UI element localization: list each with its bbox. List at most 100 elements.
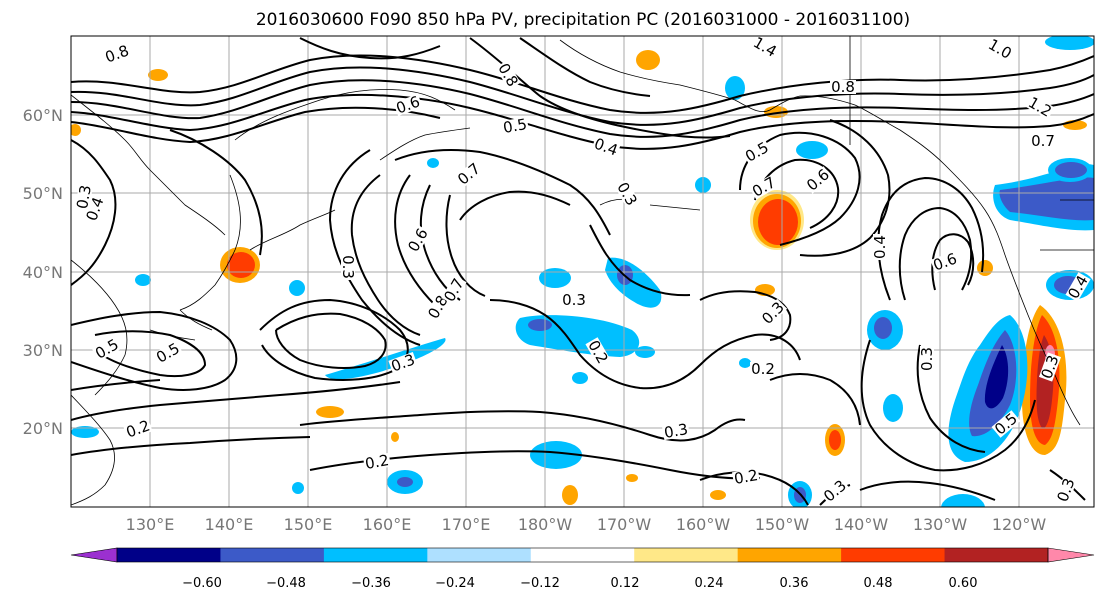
colorbar-tick-label: −0.60 — [182, 576, 222, 591]
contour-label: 0.4 — [871, 235, 889, 259]
contour-label-bg — [102, 42, 132, 66]
contour-label-bg — [561, 293, 587, 307]
map-panel: 0.80.81.4 1.00.80.60.50.41.20.70.70.30.50… — [71, 36, 1094, 507]
lon-label: 150°W — [755, 515, 810, 534]
longitude-labels: 130°E 140°E 150°E 160°E 170°E 180°W 170°… — [126, 515, 1047, 534]
contour-label-bg — [425, 292, 451, 322]
colorbar-bin — [841, 548, 946, 562]
lat-label: 40°N — [23, 263, 63, 282]
contour-label: 0.3 — [562, 291, 586, 309]
contour-label-bg — [731, 467, 761, 487]
contour-label-bg — [750, 362, 776, 376]
contour-label-bg — [803, 166, 833, 194]
contour-label-bg — [750, 36, 780, 60]
lon-label: 140°W — [834, 515, 889, 534]
contour-label-bg — [74, 182, 94, 212]
contour-label-bg — [454, 160, 484, 188]
contour-label: 0.2 — [364, 451, 391, 473]
colorbar-bin — [944, 548, 1049, 562]
lon-label: 160°W — [676, 515, 731, 534]
contour-label-bg — [362, 452, 392, 472]
lon-label: 170°E — [442, 515, 491, 534]
contour-label-bg — [591, 135, 621, 159]
lon-label: 180°W — [518, 515, 573, 534]
lon-label: 130°E — [126, 515, 175, 534]
contour-label-bg — [500, 116, 530, 136]
colorbar-tick-label: −0.48 — [266, 576, 306, 591]
colorbar-bin — [220, 548, 325, 562]
contour-label-bg — [820, 477, 850, 505]
colorbar-bin — [634, 548, 739, 562]
contour-label: 0.3 — [73, 184, 95, 211]
colorbar-tick-label: 0.12 — [611, 576, 640, 591]
contour-label-bg — [1038, 352, 1062, 382]
contour-label-bg — [758, 298, 788, 328]
contour-label-bg — [83, 194, 107, 224]
contour-label-bg — [742, 139, 772, 165]
colorbar-tick-label: 0.60 — [949, 576, 978, 591]
contour-label-bg — [614, 179, 640, 209]
contour-label-bg — [393, 93, 423, 117]
map-frame — [70, 35, 1095, 508]
contour-label-bg — [495, 60, 521, 90]
lon-label: 140°E — [205, 515, 254, 534]
lon-label: 120°W — [992, 515, 1047, 534]
colorbar-bin — [737, 548, 842, 562]
contour-label-bg — [153, 340, 183, 366]
contour-label-bg — [830, 80, 856, 94]
contour-label-bg — [1030, 134, 1056, 148]
contour-label: 0.3 — [663, 420, 690, 442]
contour-label-bg — [405, 225, 431, 255]
contour-label: 0.3 — [339, 255, 357, 279]
colorbar-extend-high — [1047, 547, 1095, 563]
contour-label-bg — [123, 417, 153, 441]
colorbar-tick-label: 0.24 — [695, 576, 724, 591]
contour-label-bg — [873, 234, 887, 260]
contour-label-bg — [1065, 272, 1091, 302]
lon-label: 170°W — [597, 515, 652, 534]
colorbar-tick-labels: −0.60 −0.48 −0.36 −0.24 −0.12 0.12 0.24 … — [182, 576, 977, 591]
latitude-labels: 60°N 50°N 40°N 30°N 20°N — [23, 106, 63, 438]
contour-label-bg — [388, 351, 418, 375]
contour-label-bg — [749, 174, 779, 200]
colorbar-tick-label: −0.24 — [435, 576, 475, 591]
contour-label: 0.7 — [1031, 132, 1055, 150]
lat-label: 30°N — [23, 341, 63, 360]
contour-label-bg — [341, 254, 355, 280]
contour-label: 0.2 — [751, 360, 775, 378]
contour-label-bg — [1025, 94, 1055, 120]
contour-label: 0.5 — [502, 115, 529, 137]
lon-label: 160°E — [363, 515, 412, 534]
lat-label: 60°N — [23, 106, 63, 125]
colorbar-tick-label: 0.36 — [780, 576, 809, 591]
contour-label-bg — [985, 36, 1015, 62]
contour-label: 0.8 — [831, 78, 855, 96]
colorbar-tick-label: −0.12 — [520, 576, 560, 591]
colorbar-bin — [427, 548, 532, 562]
contour-label-bg — [930, 250, 960, 274]
contour-label-bg — [1054, 475, 1078, 505]
colorbar-bin — [530, 548, 635, 562]
colorbar-frame — [116, 547, 1049, 563]
colorbar — [70, 547, 1095, 563]
colorbar-extend-low — [70, 547, 118, 563]
contour-label: 0.2 — [733, 466, 760, 488]
contour-label-bg — [441, 275, 467, 305]
lon-label: 130°W — [913, 515, 968, 534]
colorbar-bin — [323, 548, 428, 562]
colorbar-tick-label: −0.36 — [351, 576, 391, 591]
contour-label-bg — [991, 410, 1021, 438]
contour-label-bg — [92, 336, 122, 362]
lat-label: 50°N — [23, 184, 63, 203]
lon-label: 150°E — [284, 515, 333, 534]
colorbar-tick-label: 0.48 — [864, 576, 893, 591]
colorbar-bin — [117, 548, 221, 562]
contour-label-bg — [920, 346, 934, 372]
lat-label: 20°N — [23, 419, 63, 438]
contour-label-bg — [585, 337, 611, 367]
coastlines — [71, 36, 1094, 506]
contour-label: 0.3 — [918, 347, 936, 371]
contour-label-bg — [661, 421, 691, 441]
figure-title: 2016030600 F090 850 hPa PV, precipitatio… — [256, 10, 910, 30]
